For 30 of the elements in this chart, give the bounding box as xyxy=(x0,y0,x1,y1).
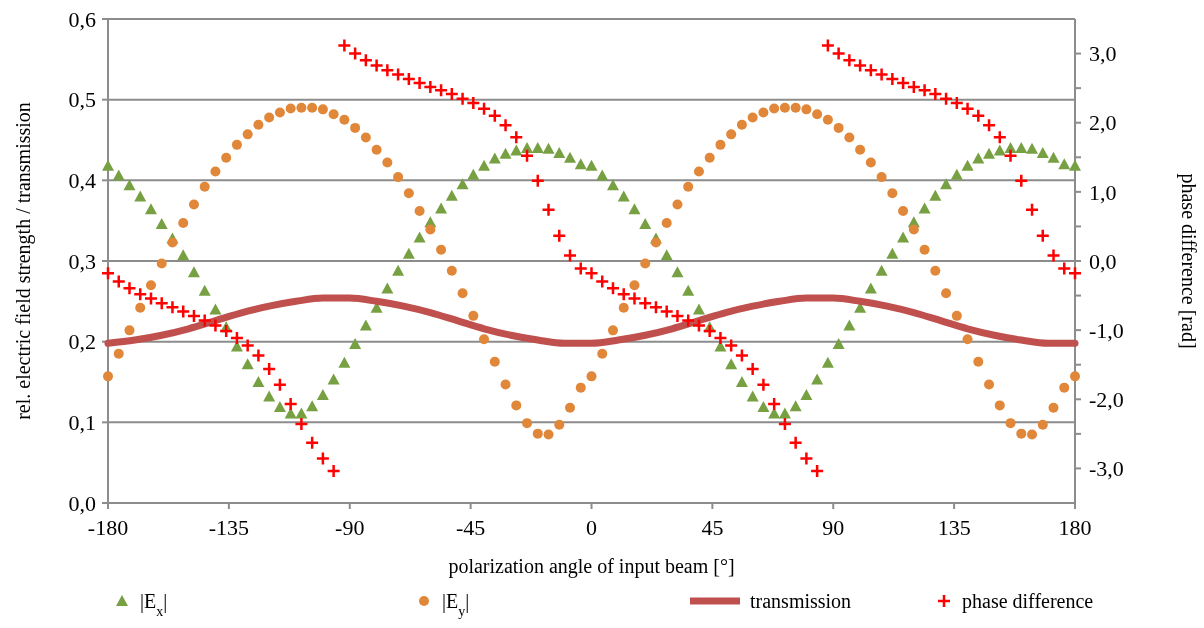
legend-label: phase difference xyxy=(962,590,1094,613)
x-tick-label: 180 xyxy=(1058,515,1092,540)
x-tick-label: -135 xyxy=(208,515,250,540)
y2-tick-label: 1,0 xyxy=(1089,179,1117,205)
x-tick-label: 45 xyxy=(701,515,724,540)
x-tick-label: -45 xyxy=(455,515,486,540)
y2-tick-label: 3,0 xyxy=(1089,41,1117,67)
y2-tick-label: -3,0 xyxy=(1089,456,1124,482)
x-tick-label: 135 xyxy=(937,515,971,540)
y-tick-label: 0,4 xyxy=(68,168,96,194)
y-tick-label: 0,0 xyxy=(68,490,96,516)
y2-tick-label: -2,0 xyxy=(1089,386,1124,412)
y-tick-label: 0,5 xyxy=(68,87,96,113)
y-tick-label: 0,3 xyxy=(68,248,96,274)
y2-tick-label: 2,0 xyxy=(1089,110,1117,136)
y2-axis-title: phase difference [rad] xyxy=(1177,173,1200,349)
legend-label: |E$_{y}$| xyxy=(442,590,470,619)
y2-tick-label: -1,0 xyxy=(1089,317,1124,343)
y-axis-title: rel. electric field strength / transmission xyxy=(12,102,35,420)
y-tick-label: 0,6 xyxy=(68,6,96,32)
x-axis-title: polarization angle of input beam [°] xyxy=(448,555,735,578)
legend-label: transmission xyxy=(750,590,852,612)
x-tick-label: -180 xyxy=(87,515,129,540)
y-tick-label: 0,2 xyxy=(68,329,96,355)
y-tick-label: 0,1 xyxy=(68,410,96,436)
x-tick-label: -90 xyxy=(335,515,365,540)
legend-label: |E$_{x}$| xyxy=(140,590,168,619)
y2-tick-label: 0,0 xyxy=(1089,248,1117,274)
x-tick-label: 90 xyxy=(822,515,845,540)
x-tick-label: 0 xyxy=(586,515,597,540)
